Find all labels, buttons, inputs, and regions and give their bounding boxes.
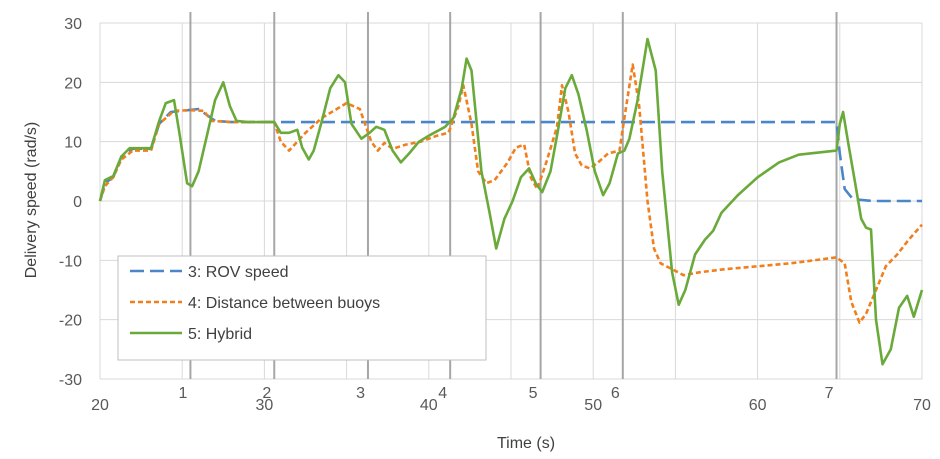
event-marker-label: 3 bbox=[356, 385, 365, 402]
series-line-5 bbox=[98, 37, 924, 366]
y-axis-title: Delivery speed (rad/s) bbox=[23, 122, 40, 279]
x-tick-label: 30 bbox=[256, 397, 274, 414]
y-tick-labels: 30 20 10 0 -10 -20 -30 bbox=[59, 16, 82, 389]
legend: 3: ROV speed 4: Distance between buoys 5… bbox=[117, 255, 487, 361]
legend-label-rov-speed: 3: ROV speed bbox=[188, 264, 289, 281]
event-marker-label: 2 bbox=[262, 385, 271, 402]
legend-label-distance-between-buoys: 4: Distance between buoys bbox=[188, 295, 380, 312]
y-tick-label: -20 bbox=[59, 313, 82, 330]
y-tick-label: -30 bbox=[59, 372, 82, 389]
x-tick-label: 50 bbox=[584, 397, 602, 414]
x-tick-label: 70 bbox=[913, 397, 931, 414]
legend-label-hybrid: 5: Hybrid bbox=[188, 326, 252, 343]
event-marker-label: 6 bbox=[611, 385, 620, 402]
x-tick-label: 60 bbox=[749, 397, 767, 414]
y-tick-label: 0 bbox=[73, 194, 82, 211]
event-marker-label: 1 bbox=[179, 385, 188, 402]
y-tick-label: 20 bbox=[64, 75, 82, 92]
x-tick-label: 20 bbox=[91, 397, 109, 414]
y-tick-label: -10 bbox=[59, 253, 82, 270]
y-tick-label: 30 bbox=[64, 16, 82, 33]
y-tick-label: 10 bbox=[64, 135, 82, 152]
event-marker-label: 7 bbox=[825, 385, 834, 402]
legend-box bbox=[117, 255, 487, 361]
series-lines bbox=[98, 37, 924, 366]
x-tick-label: 40 bbox=[420, 397, 438, 414]
x-axis-title: Time (s) bbox=[497, 435, 555, 452]
x-tick-labels: 20 30 40 50 60 70 bbox=[91, 397, 931, 414]
event-marker-label: 4 bbox=[438, 385, 447, 402]
event-marker-label: 5 bbox=[529, 385, 538, 402]
